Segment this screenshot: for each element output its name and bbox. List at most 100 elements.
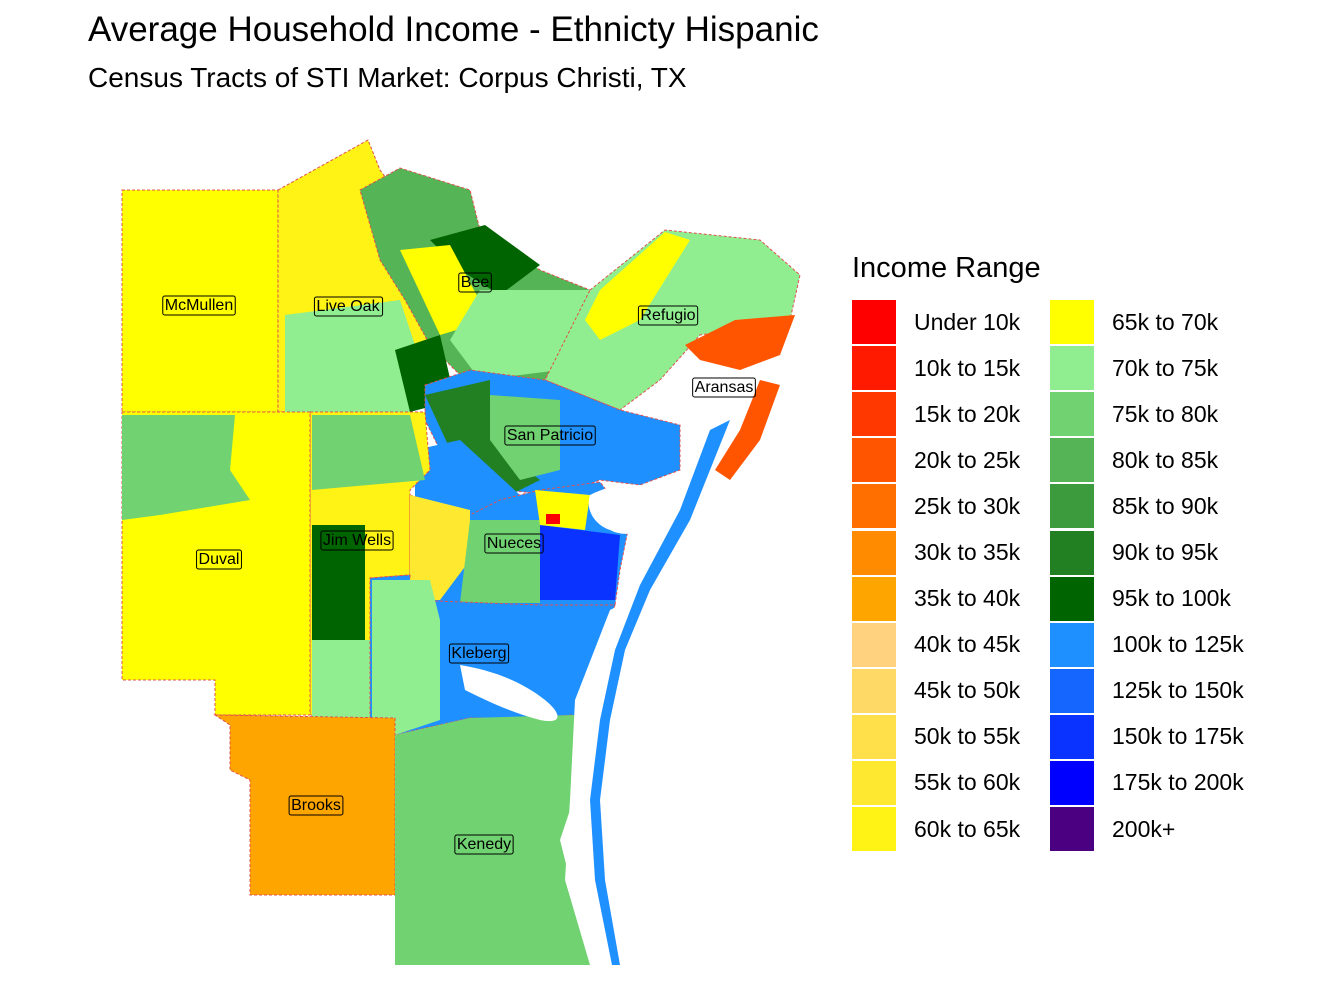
county-labels: McMullen Live Oak Bee Refugio Aransas San Pat… bbox=[162, 272, 756, 855]
legend-item: 100k to 125k bbox=[1050, 622, 1248, 668]
legend-swatch bbox=[852, 392, 896, 437]
water-laguna-madre bbox=[565, 600, 630, 965]
county-label-text: Aransas bbox=[695, 379, 754, 396]
tract-nueces-red bbox=[546, 514, 560, 524]
county-label: Jim Wells bbox=[320, 530, 394, 551]
legend-item: 30k to 35k bbox=[852, 529, 1050, 575]
county-label-text: Jim Wells bbox=[323, 532, 391, 549]
legend-label: 90k to 95k bbox=[1112, 539, 1219, 566]
legend-swatch bbox=[852, 346, 896, 391]
legend-swatch bbox=[852, 300, 896, 345]
legend-label: 80k to 85k bbox=[1112, 446, 1219, 473]
county-label-text: Kleberg bbox=[451, 645, 506, 662]
tract-duval-green bbox=[122, 415, 250, 520]
tract-nueces-blue bbox=[540, 525, 620, 600]
legend-item: 95k to 100k bbox=[1050, 576, 1248, 622]
county-label-box bbox=[448, 643, 510, 664]
legend-swatch bbox=[1050, 807, 1094, 852]
water-baffin-bay bbox=[460, 665, 558, 722]
legend-label: 85k to 90k bbox=[1112, 492, 1219, 519]
county-brooks bbox=[213, 714, 396, 896]
legend-item: 75k to 80k bbox=[1050, 391, 1248, 437]
county-label-box bbox=[692, 377, 756, 398]
tract-nueces-city-yellow bbox=[535, 490, 590, 530]
legend-label: 45k to 50k bbox=[914, 677, 1021, 704]
legend-label: 100k to 125k bbox=[1112, 631, 1244, 658]
legend-swatch bbox=[1050, 622, 1094, 667]
legend-label: 40k to 45k bbox=[914, 631, 1021, 658]
tract-nueces-yellow bbox=[410, 495, 470, 600]
county-label-text: Duval bbox=[199, 551, 240, 568]
legend-swatch bbox=[852, 668, 896, 713]
county-label: Kenedy bbox=[454, 834, 514, 855]
legend-swatch bbox=[1050, 392, 1094, 437]
legend-label: 25k to 30k bbox=[914, 492, 1021, 519]
legend-item: 85k to 90k bbox=[1050, 483, 1248, 529]
county-label-text: Bee bbox=[461, 274, 490, 291]
legend: Income Range Under 10k 10k to 15k 15k to 2… bbox=[852, 252, 1248, 852]
legend-swatch bbox=[1050, 438, 1094, 483]
legend-swatch bbox=[852, 622, 896, 667]
legend-item: 40k to 45k bbox=[852, 622, 1050, 668]
county-label-box bbox=[162, 295, 236, 316]
legend-column-1: Under 10k 10k to 15k 15k to 20k 20k to 25k 2… bbox=[852, 299, 1050, 852]
tract-jim-wells-green bbox=[312, 415, 425, 490]
legend-swatch bbox=[1050, 300, 1094, 345]
legend-label: 35k to 40k bbox=[914, 585, 1021, 612]
legend-label: 20k to 25k bbox=[914, 446, 1021, 473]
barrier-island bbox=[590, 420, 730, 965]
county-label-box bbox=[454, 834, 514, 855]
county-label-text: San Patricio bbox=[507, 427, 593, 444]
water-corpus-christi-bay bbox=[588, 484, 660, 534]
county-label-box bbox=[637, 305, 699, 326]
tract-refugio-yellow bbox=[585, 232, 690, 340]
county-label: Aransas bbox=[692, 377, 756, 398]
legend-swatch bbox=[1050, 668, 1094, 713]
county-label: Duval bbox=[196, 549, 242, 570]
tract-san-patricio-dark bbox=[425, 380, 540, 500]
legend-item: 45k to 50k bbox=[852, 668, 1050, 714]
legend-label: 65k to 70k bbox=[1112, 308, 1219, 335]
county-label-box bbox=[320, 530, 394, 551]
chart-title: Average Household Income - Ethnicty Hisp… bbox=[88, 10, 819, 49]
county-label-text: Nueces bbox=[487, 535, 541, 552]
legend-swatch bbox=[1050, 530, 1094, 575]
tract-live-oak-green bbox=[285, 300, 420, 412]
county-label-box bbox=[504, 425, 596, 446]
legend-label: 75k to 80k bbox=[1112, 400, 1219, 427]
county-label: San Patricio bbox=[504, 425, 596, 446]
legend-item: 35k to 40k bbox=[852, 576, 1050, 622]
county-label-text: Kenedy bbox=[457, 836, 511, 853]
legend-label: 200k+ bbox=[1112, 815, 1176, 842]
legend-swatch bbox=[852, 714, 896, 759]
county-label-text: Brooks bbox=[291, 797, 341, 814]
legend-swatch bbox=[852, 807, 896, 852]
legend-item: 50k to 55k bbox=[852, 714, 1050, 760]
county-label: Bee bbox=[458, 272, 492, 293]
legend-item: 125k to 150k bbox=[1050, 668, 1248, 714]
legend-swatch bbox=[1050, 760, 1094, 805]
legend-item: 150k to 175k bbox=[1050, 714, 1248, 760]
legend-label: 95k to 100k bbox=[1112, 585, 1231, 612]
tract-bee-dark bbox=[430, 225, 540, 295]
legend-label: Under 10k bbox=[914, 308, 1021, 335]
county-label-text: McMullen bbox=[165, 297, 233, 314]
legend-item: 25k to 30k bbox=[852, 483, 1050, 529]
legend-item: 65k to 70k bbox=[1050, 299, 1248, 345]
county-label-text: Live Oak bbox=[316, 298, 380, 315]
legend-label: 150k to 175k bbox=[1112, 723, 1244, 750]
legend-swatch bbox=[852, 576, 896, 621]
legend-swatch bbox=[1050, 714, 1094, 759]
legend-label: 50k to 55k bbox=[914, 723, 1021, 750]
legend-label: 125k to 150k bbox=[1112, 677, 1244, 704]
county-label-box bbox=[196, 549, 242, 570]
water-aransas-bay bbox=[660, 379, 703, 423]
legend-label: 175k to 200k bbox=[1112, 769, 1244, 796]
tract-jim-wells-dark bbox=[312, 525, 365, 640]
legend-label: 15k to 20k bbox=[914, 400, 1021, 427]
legend-column-2: 65k to 70k 70k to 75k 75k to 80k 80k to 85k… bbox=[1050, 299, 1248, 852]
legend-item: 55k to 60k bbox=[852, 760, 1050, 806]
county-label-box bbox=[288, 795, 344, 816]
legend-swatch bbox=[1050, 484, 1094, 529]
county-label-box bbox=[458, 272, 492, 293]
